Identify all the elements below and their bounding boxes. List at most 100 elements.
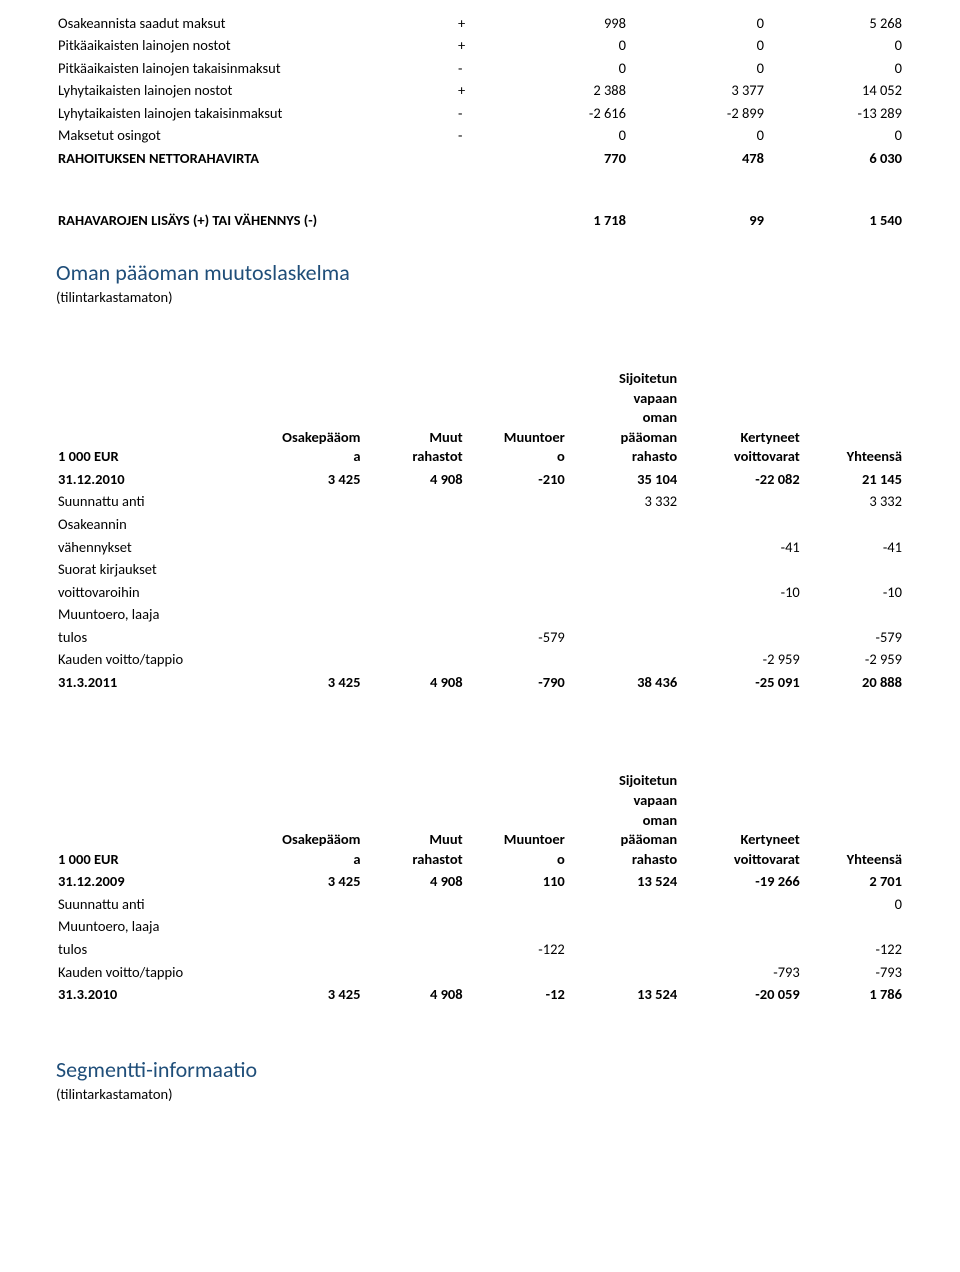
value-cell	[465, 536, 567, 559]
row-label: Suunnattu anti	[56, 893, 240, 916]
value-cell: 0	[628, 57, 766, 80]
col-header: Sijoitetunvapaanomanpääomanrahasto	[567, 368, 679, 469]
value-cell	[465, 893, 567, 916]
row-label: 31.12.2009	[56, 871, 240, 894]
value-cell	[465, 649, 567, 672]
financing-table: Osakeannista saadut maksut+99805 268Pitk…	[56, 12, 904, 170]
row-label: Pitkäaikaisten lainojen nostot	[56, 35, 456, 58]
row-label: Maksetut osingot	[56, 125, 456, 148]
value-cell: -790	[465, 671, 567, 694]
col-header: Muuntoero	[465, 770, 567, 871]
col-header: 1 000 EUR	[56, 368, 240, 469]
value-cell: 6 030	[766, 147, 904, 170]
value-cell	[240, 649, 363, 672]
value-cell: -2 616	[490, 102, 628, 125]
value-cell: 3 425	[240, 871, 363, 894]
value-cell: 2 701	[802, 871, 904, 894]
value-cell: 20 888	[802, 671, 904, 694]
symbol-cell	[456, 210, 490, 233]
value-cell: 99	[628, 210, 766, 233]
value-cell: 998	[490, 12, 628, 35]
value-cell: -13 289	[766, 102, 904, 125]
symbol-cell: +	[456, 12, 490, 35]
symbol-cell: -	[456, 57, 490, 80]
value-cell: 0	[628, 12, 766, 35]
value-cell: -2 899	[628, 102, 766, 125]
value-cell	[567, 536, 679, 559]
value-cell: -793	[802, 961, 904, 984]
symbol-cell: -	[456, 102, 490, 125]
row-label: tulos	[56, 938, 240, 961]
value-cell	[240, 626, 363, 649]
value-cell: 3 377	[628, 80, 766, 103]
equity-table-1: 1 000 EUROsakepääomaMuutrahastotMuuntoer…	[56, 368, 904, 694]
row-label: tulos	[56, 626, 240, 649]
row-label: Suunnattu anti	[56, 491, 240, 514]
value-cell: 0	[490, 125, 628, 148]
value-cell: -579	[802, 626, 904, 649]
value-cell: -210	[465, 468, 567, 491]
col-header: Muuntoero	[465, 368, 567, 469]
col-header: Muutrahastot	[362, 770, 464, 871]
symbol-cell: +	[456, 80, 490, 103]
col-header: 1 000 EUR	[56, 770, 240, 871]
value-cell: -20 059	[679, 984, 802, 1007]
value-cell	[567, 649, 679, 672]
value-cell	[567, 626, 679, 649]
value-cell: 4 908	[362, 671, 464, 694]
value-cell	[240, 581, 363, 604]
cash-change-row: RAHAVAROJEN LISÄYS (+) TAI VÄHENNYS (-) …	[56, 210, 904, 233]
value-cell: -22 082	[679, 468, 802, 491]
value-cell	[362, 491, 464, 514]
value-cell	[679, 893, 802, 916]
value-cell: 0	[628, 125, 766, 148]
value-cell: 3 332	[567, 491, 679, 514]
row-label: Kauden voitto/tappio	[56, 961, 240, 984]
value-cell: 770	[490, 147, 628, 170]
row-label: Suorat kirjaukset	[56, 559, 240, 582]
value-cell: 21 145	[802, 468, 904, 491]
value-cell: 38 436	[567, 671, 679, 694]
value-cell: -19 266	[679, 871, 802, 894]
value-cell: -793	[679, 961, 802, 984]
value-cell: -12	[465, 984, 567, 1007]
value-cell	[240, 536, 363, 559]
row-label: Osakeannista saadut maksut	[56, 12, 456, 35]
section-title-equity: Oman pääoman muutoslaskelma	[56, 259, 904, 286]
col-header: Muutrahastot	[362, 368, 464, 469]
value-cell: 4 908	[362, 984, 464, 1007]
cash-change-label: RAHAVAROJEN LISÄYS (+) TAI VÄHENNYS (-)	[56, 210, 456, 233]
value-cell: 0	[766, 125, 904, 148]
value-cell	[240, 491, 363, 514]
col-header: Kertyneetvoittovarat	[679, 770, 802, 871]
value-cell	[567, 961, 679, 984]
value-cell	[679, 491, 802, 514]
value-cell: 478	[628, 147, 766, 170]
value-cell: -2 959	[679, 649, 802, 672]
value-cell: 0	[802, 893, 904, 916]
col-header: Osakepääoma	[240, 368, 363, 469]
value-cell: 0	[766, 35, 904, 58]
value-cell	[362, 581, 464, 604]
section-title-segment: Segmentti-informaatio	[56, 1056, 904, 1083]
row-label: 31.12.2010	[56, 468, 240, 491]
value-cell: 3 332	[802, 491, 904, 514]
value-cell	[362, 938, 464, 961]
value-cell: 1 718	[490, 210, 628, 233]
value-cell: 14 052	[766, 80, 904, 103]
row-label: Kauden voitto/tappio	[56, 649, 240, 672]
symbol-cell	[456, 147, 490, 170]
value-cell: -579	[465, 626, 567, 649]
value-cell: 1 786	[802, 984, 904, 1007]
value-cell: 3 425	[240, 984, 363, 1007]
row-label: 31.3.2011	[56, 671, 240, 694]
value-cell	[362, 536, 464, 559]
value-cell: -10	[679, 581, 802, 604]
value-cell: 2 388	[490, 80, 628, 103]
value-cell: 0	[490, 57, 628, 80]
row-label: voittovaroihin	[56, 581, 240, 604]
value-cell	[362, 893, 464, 916]
value-cell: 4 908	[362, 468, 464, 491]
col-header: Yhteensä	[802, 368, 904, 469]
value-cell: -41	[802, 536, 904, 559]
